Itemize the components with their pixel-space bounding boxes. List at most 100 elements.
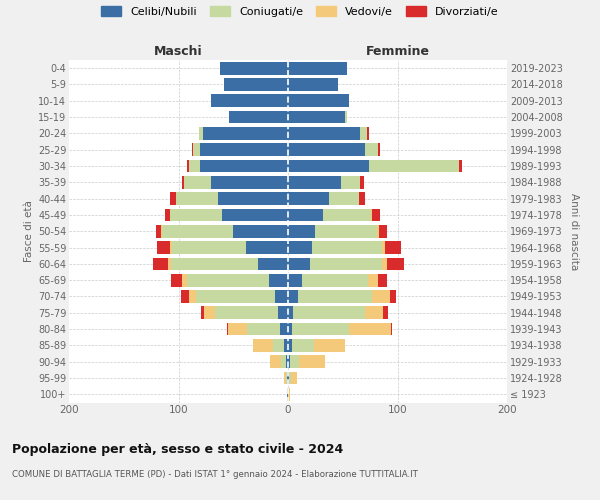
Bar <box>368 274 378 286</box>
Bar <box>182 176 184 188</box>
Bar <box>365 306 383 319</box>
Bar <box>292 322 349 336</box>
Bar <box>157 241 170 254</box>
Bar <box>171 274 182 286</box>
Bar <box>187 274 269 286</box>
Bar <box>377 225 379 237</box>
Bar <box>367 127 369 140</box>
Bar <box>172 241 247 254</box>
Bar <box>316 225 377 237</box>
Bar <box>288 176 341 188</box>
Bar <box>203 306 215 319</box>
Bar <box>171 258 259 270</box>
Bar <box>288 258 310 270</box>
Bar <box>199 127 203 140</box>
Bar <box>196 290 275 303</box>
Bar <box>161 225 162 237</box>
Bar <box>323 208 371 222</box>
Text: Popolazione per età, sesso e stato civile - 2024: Popolazione per età, sesso e stato civil… <box>12 442 343 456</box>
Bar <box>224 78 288 91</box>
Bar <box>288 62 347 74</box>
Bar <box>167 258 171 270</box>
Bar <box>288 144 365 156</box>
Bar <box>369 160 459 172</box>
Bar <box>155 225 161 237</box>
Bar <box>162 225 233 237</box>
Bar <box>288 225 316 237</box>
Bar <box>288 160 369 172</box>
Bar <box>329 192 359 205</box>
Bar <box>287 388 288 400</box>
Bar <box>371 208 373 222</box>
Bar <box>288 241 312 254</box>
Bar <box>202 306 203 319</box>
Bar <box>284 372 286 384</box>
Bar <box>286 372 287 384</box>
Bar <box>288 208 323 222</box>
Bar <box>298 290 373 303</box>
Bar <box>360 127 367 140</box>
Bar <box>286 356 288 368</box>
Bar <box>289 372 291 384</box>
Bar <box>385 241 401 254</box>
Text: Femmine: Femmine <box>365 44 430 58</box>
Bar <box>247 241 288 254</box>
Text: COMUNE DI BATTAGLIA TERME (PD) - Dati ISTAT 1° gennaio 2024 - Elaborazione TUTTI: COMUNE DI BATTAGLIA TERME (PD) - Dati IS… <box>12 470 418 479</box>
Bar <box>184 176 211 188</box>
Bar <box>345 110 347 124</box>
Bar <box>203 127 288 140</box>
Bar <box>229 110 288 124</box>
Bar <box>272 339 284 352</box>
Bar <box>299 356 325 368</box>
Bar <box>349 322 391 336</box>
Bar <box>278 306 288 319</box>
Bar <box>288 322 292 336</box>
Bar <box>314 339 345 352</box>
Legend: Celibi/Nubili, Coniugati/e, Vedovi/e, Divorziati/e: Celibi/Nubili, Coniugati/e, Vedovi/e, Di… <box>101 6 499 16</box>
Bar <box>360 176 364 188</box>
Bar <box>181 290 190 303</box>
Bar <box>280 322 288 336</box>
Bar <box>190 290 196 303</box>
Bar <box>176 192 218 205</box>
Bar <box>288 306 293 319</box>
Bar <box>288 94 349 107</box>
Bar <box>382 241 385 254</box>
Bar <box>191 144 193 156</box>
Y-axis label: Fasce di età: Fasce di età <box>23 200 34 262</box>
Bar <box>227 322 228 336</box>
Bar <box>228 322 247 336</box>
Bar <box>378 144 380 156</box>
Bar <box>193 144 200 156</box>
Bar <box>288 339 292 352</box>
Bar <box>288 192 329 205</box>
Bar <box>341 176 360 188</box>
Bar <box>170 241 172 254</box>
Bar <box>247 322 280 336</box>
Bar <box>288 290 298 303</box>
Bar <box>390 290 397 303</box>
Bar <box>269 274 288 286</box>
Text: Maschi: Maschi <box>154 44 203 58</box>
Bar <box>211 176 288 188</box>
Bar <box>290 356 299 368</box>
Bar <box>288 388 290 400</box>
Bar <box>373 290 390 303</box>
Bar <box>215 306 278 319</box>
Bar <box>391 322 392 336</box>
Bar <box>190 160 200 172</box>
Bar <box>281 356 286 368</box>
Bar <box>187 160 190 172</box>
Bar <box>211 94 288 107</box>
Bar <box>373 208 380 222</box>
Bar <box>154 258 167 270</box>
Bar <box>222 208 288 222</box>
Bar <box>271 356 281 368</box>
Bar <box>359 192 365 205</box>
Bar <box>200 144 288 156</box>
Bar <box>292 339 314 352</box>
Bar <box>288 356 290 368</box>
Bar <box>288 127 360 140</box>
Bar <box>382 258 386 270</box>
Bar <box>253 339 272 352</box>
